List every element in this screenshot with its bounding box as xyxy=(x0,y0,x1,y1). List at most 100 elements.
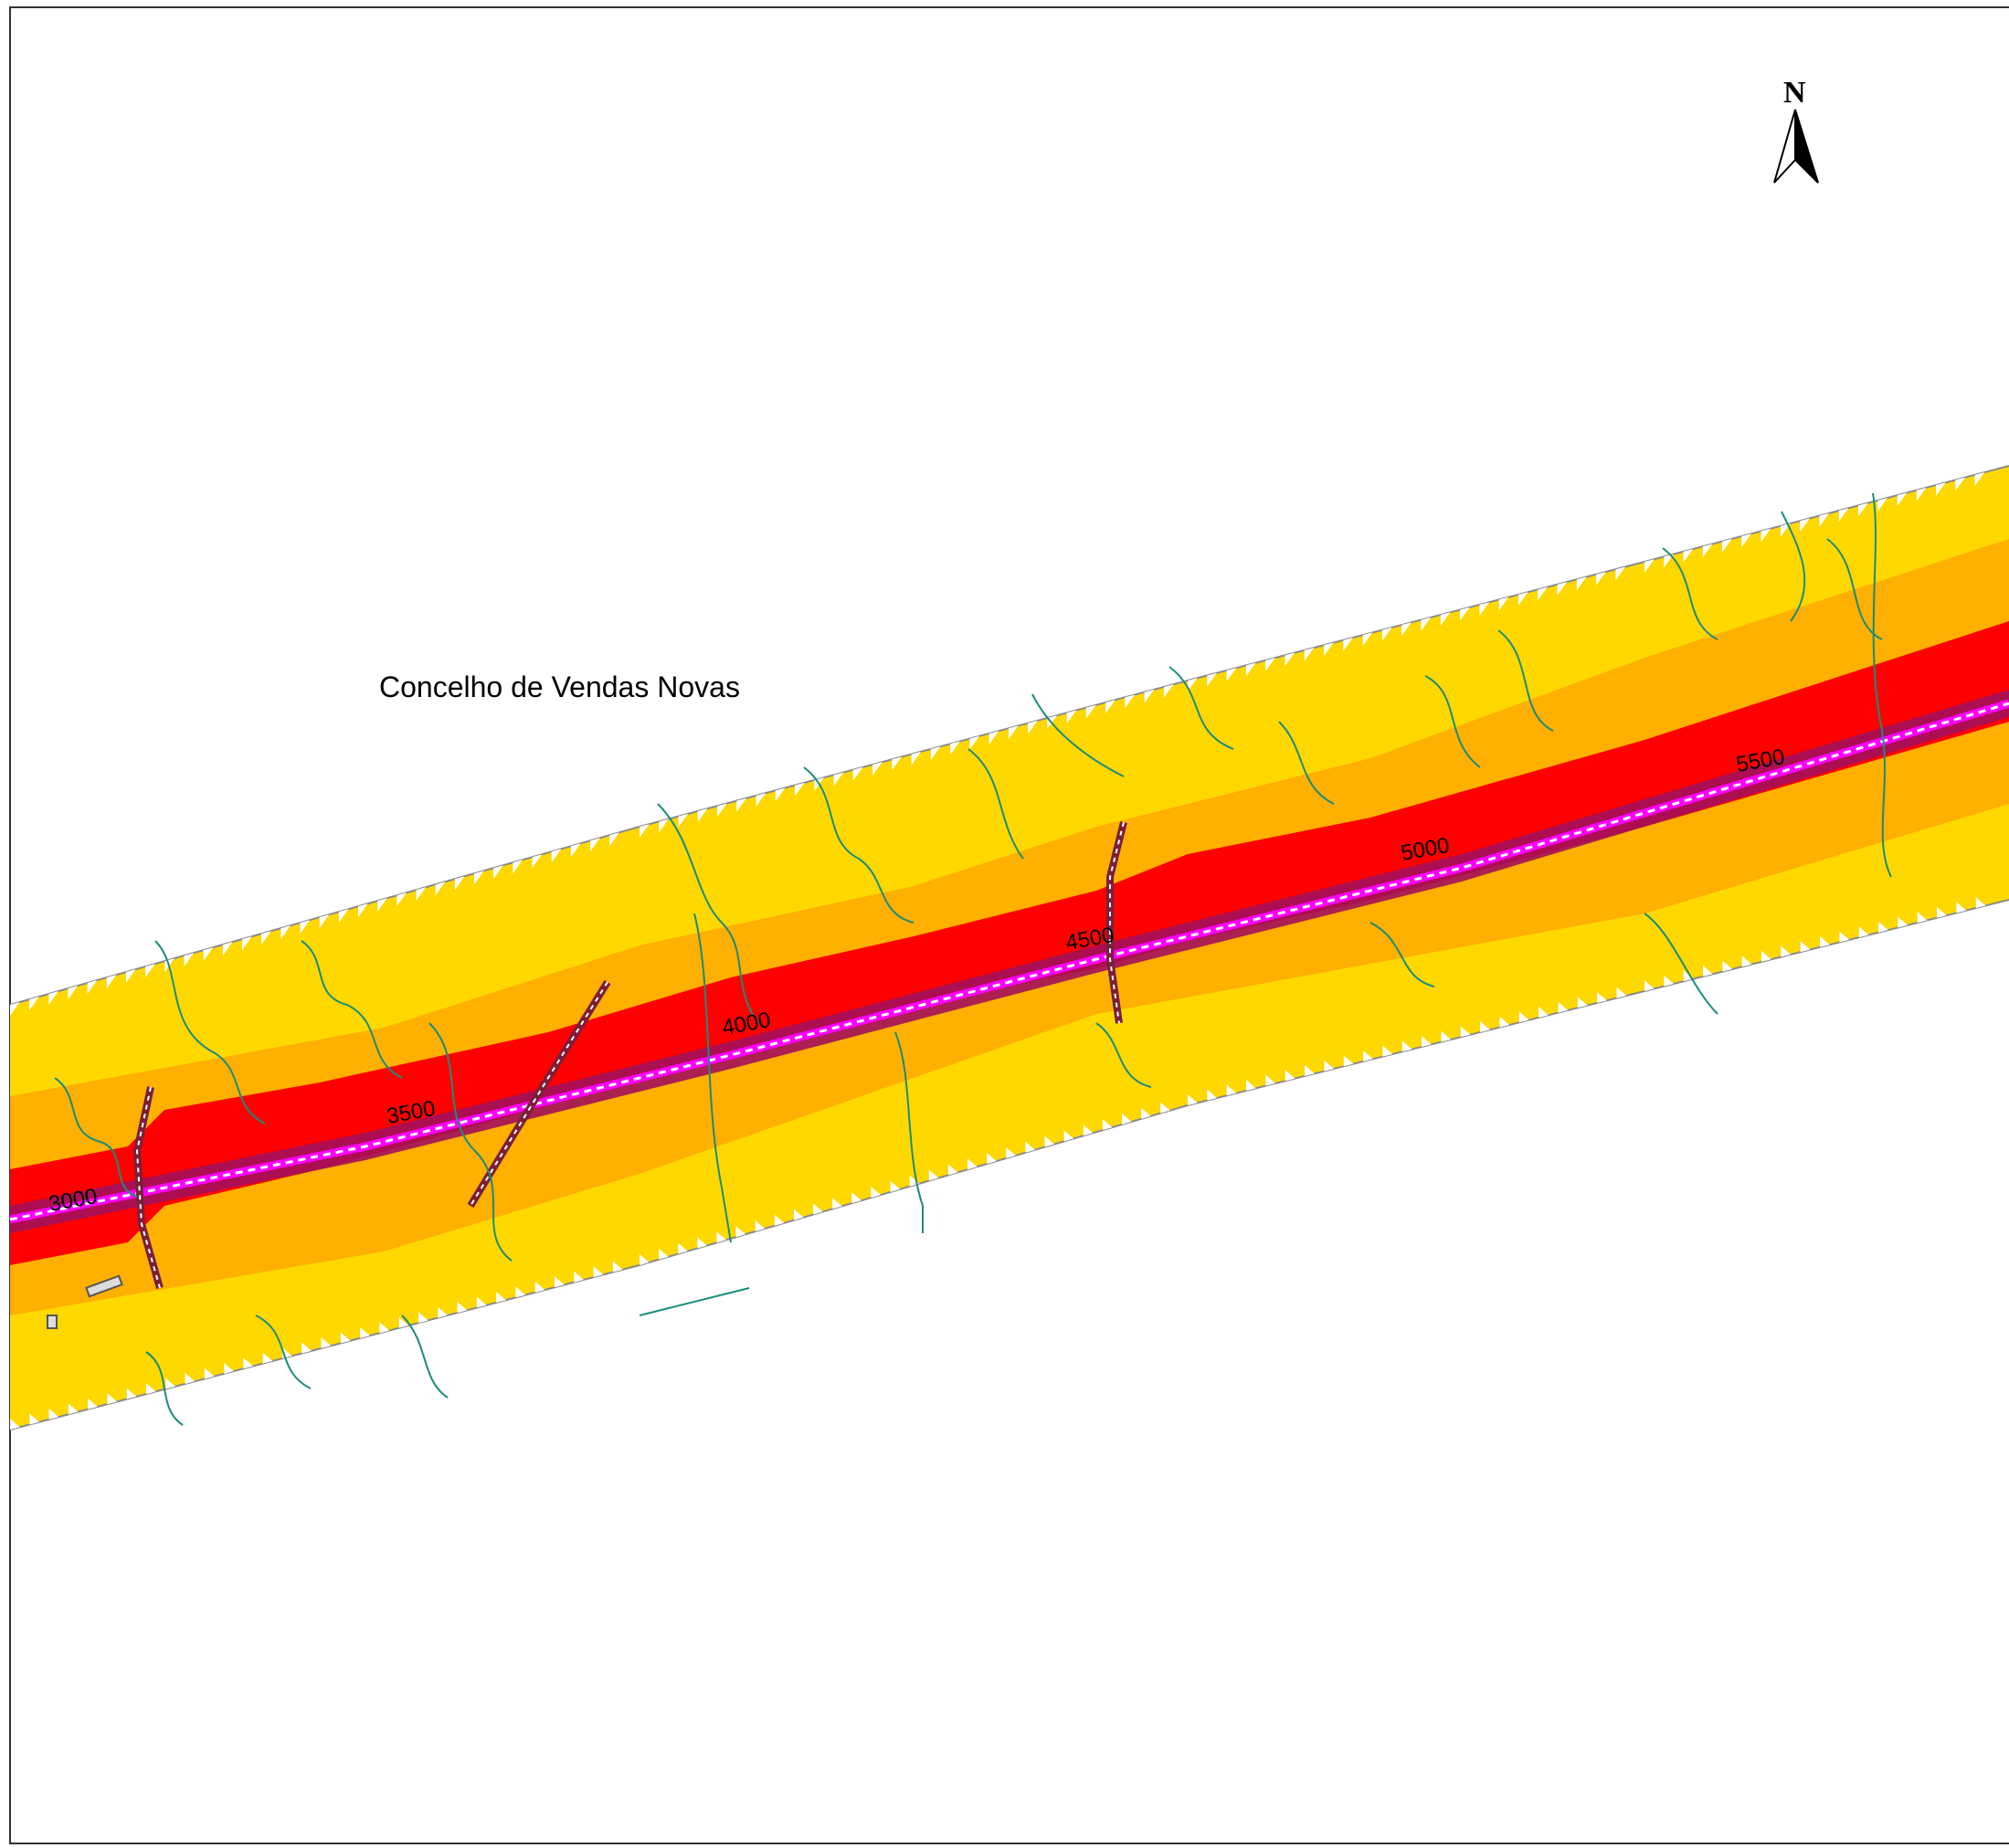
boundary-tooth xyxy=(1644,980,1655,991)
building-2 xyxy=(47,1315,58,1329)
zone-core xyxy=(10,690,2009,1233)
boundary-tooth xyxy=(300,920,311,935)
boundary-tooth xyxy=(29,1413,39,1425)
boundary-tooth xyxy=(319,914,330,929)
road-centerline xyxy=(9,702,2009,1221)
boundary-tooth xyxy=(1285,652,1295,667)
boundary-tooth xyxy=(1460,607,1470,621)
boundary-tooth xyxy=(755,1220,766,1232)
boundary-tooth xyxy=(1703,965,1713,977)
boundary-tooth xyxy=(554,1276,565,1288)
boundary-tooth xyxy=(1422,1035,1432,1047)
boundary-tooth xyxy=(1917,912,1928,924)
boundary-tooth xyxy=(145,964,155,978)
north-letter: N xyxy=(1783,76,1806,110)
boundary-tooth xyxy=(1226,668,1237,681)
boundary-tooth xyxy=(1401,622,1412,637)
boundary-tooth xyxy=(106,975,117,989)
boundary-tooth xyxy=(1780,523,1791,537)
boundary-tooth xyxy=(1343,637,1353,651)
boundary-tooth xyxy=(1741,533,1752,548)
boundary-tooth xyxy=(593,1266,604,1278)
boundary-tooth xyxy=(852,766,863,781)
boundary-tooth xyxy=(1006,1146,1016,1158)
boundary-tooth xyxy=(338,909,349,924)
boundary-tooth xyxy=(697,808,708,822)
boundary-tooth xyxy=(775,787,786,802)
boundary-tooth xyxy=(321,1337,332,1349)
boundary-tooth xyxy=(989,731,999,744)
boundary-tooth xyxy=(659,1248,669,1260)
boundary-tooth xyxy=(1722,538,1732,553)
boundary-tooth xyxy=(1577,997,1588,1008)
boundary-tooth xyxy=(398,1316,409,1328)
boundary-tooth xyxy=(1937,906,1947,918)
boundary-tooth xyxy=(1897,492,1908,507)
boundary-tooth xyxy=(1878,921,1888,933)
boundary-tooth xyxy=(184,953,195,967)
boundary-tooth xyxy=(774,1214,785,1226)
boundary-tooth xyxy=(358,903,368,918)
boundary-tooth xyxy=(590,838,600,852)
boundary-tooth xyxy=(438,1306,448,1318)
boundary-tooth xyxy=(1518,1011,1529,1023)
boundary-tooth xyxy=(1265,1074,1276,1086)
boundary-tooth xyxy=(262,1352,273,1364)
boundary-tooth xyxy=(1141,1107,1151,1119)
boundary-tooth xyxy=(930,746,941,760)
boundary-tooth xyxy=(735,1226,746,1238)
boundary-tooth xyxy=(1800,518,1810,533)
boundary-tooth xyxy=(68,986,79,1000)
boundary-tooth xyxy=(1207,1089,1218,1101)
boundary-tooth xyxy=(892,756,902,771)
boundary-tooth xyxy=(1858,502,1868,517)
boundary-tooth xyxy=(1047,715,1058,729)
boundary-tooth xyxy=(969,735,980,750)
boundary-tooth xyxy=(29,997,39,1011)
boundary-tooth xyxy=(947,1164,958,1176)
boundary-tooth xyxy=(534,1281,545,1293)
boundary-tooth xyxy=(222,942,233,956)
boundary-tooth xyxy=(1421,617,1432,631)
boundary-tooth xyxy=(1363,1050,1373,1061)
boundary-tooth xyxy=(1479,602,1490,616)
boundary-tooth xyxy=(1722,960,1733,972)
boundary-tooth xyxy=(1265,658,1275,671)
boundary-tooth xyxy=(640,1254,650,1265)
boundary-teeth-south xyxy=(10,897,1986,1430)
boundary-tooth xyxy=(280,925,291,940)
boundary-tooth xyxy=(833,772,844,787)
boundary-tooth xyxy=(10,1419,20,1430)
boundary-tooth xyxy=(1305,1064,1315,1076)
boundary-teeth-north xyxy=(10,472,1985,1016)
boundary-tooth xyxy=(987,1153,997,1165)
boundary-tooth xyxy=(697,1237,707,1249)
boundary-tooth xyxy=(10,1002,20,1016)
boundary-tooth xyxy=(476,1296,487,1308)
boundary-tooth xyxy=(911,751,922,766)
boundary-tooth xyxy=(496,1291,506,1303)
boundary-tooth xyxy=(1838,508,1849,523)
boundary-tooth xyxy=(1008,725,1019,740)
boundary-tooth xyxy=(1125,694,1136,709)
boundary-tooth xyxy=(1324,1060,1335,1072)
boundary-tooth xyxy=(574,1271,584,1283)
map-frame xyxy=(9,6,2009,1844)
boundary-tooth xyxy=(1083,1125,1094,1136)
boundary-tooth xyxy=(1615,566,1626,581)
overpass-2-detail xyxy=(470,981,608,1207)
boundary-tooth xyxy=(1858,926,1869,938)
boundary-tooth xyxy=(48,991,58,1006)
boundary-tooth xyxy=(795,782,805,797)
boundary-tooth xyxy=(397,892,407,907)
boundary-tooth xyxy=(1839,931,1850,943)
terrain-contours xyxy=(54,492,1892,1426)
overpass-1-detail xyxy=(135,1086,161,1289)
boundary-tooth xyxy=(1898,916,1909,928)
boundary-tooth xyxy=(418,1312,428,1324)
boundary-tooth xyxy=(678,1242,688,1254)
boundary-tooth xyxy=(1480,1020,1490,1032)
boundary-tooth xyxy=(474,871,484,885)
boundary-tooth xyxy=(1285,1070,1295,1082)
boundary-tooth xyxy=(1936,482,1946,497)
